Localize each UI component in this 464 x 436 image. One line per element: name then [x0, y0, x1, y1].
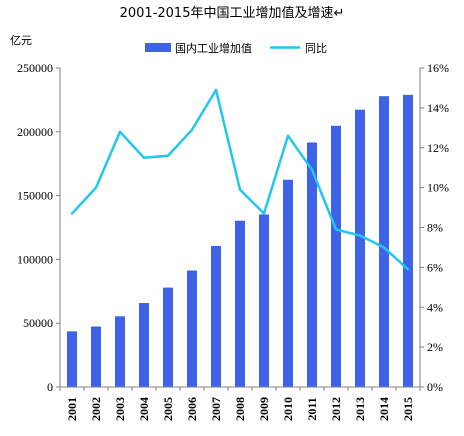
bar-2006 [187, 270, 197, 387]
right-tick-label: 14% [427, 101, 449, 115]
x-tick-label: 2001 [65, 397, 79, 421]
line-point-2014 [382, 246, 386, 249]
line-layer [70, 88, 410, 271]
left-tick-label: 150000 [17, 189, 53, 203]
right-axis-ticks: 0% 2% 4% 6% 8% 10% 12% 14% 16% [420, 61, 449, 394]
legend-line-label: 同比 [305, 42, 327, 55]
line-point-2015 [406, 268, 410, 271]
legend-bar-label: 国内工业增加值 [175, 41, 252, 55]
right-tick-label: 6% [427, 260, 443, 274]
bar-2015 [403, 94, 413, 388]
bar-2008 [235, 220, 245, 387]
x-tick-label: 2010 [281, 397, 295, 421]
line-point-2013 [358, 234, 362, 237]
line-point-2012 [334, 228, 338, 231]
x-tick-label: 2007 [209, 397, 223, 421]
right-tick-label: 4% [427, 300, 443, 314]
x-tick-label: 2005 [161, 397, 175, 421]
left-tick-label: 0 [47, 380, 53, 394]
x-tick-label: 2006 [185, 397, 199, 421]
y-left-unit-label: 亿元 [10, 34, 32, 47]
x-tick-label: 2015 [401, 397, 415, 421]
bar-2010 [283, 179, 293, 387]
bar-2005 [163, 287, 173, 387]
line-point-2008 [238, 188, 242, 191]
bars-group [67, 94, 413, 388]
line-point-2004 [142, 156, 146, 159]
right-tick-label: 2% [427, 340, 443, 354]
bar-2007 [211, 246, 221, 387]
x-tick-label: 2002 [89, 397, 103, 421]
x-tick-label: 2009 [257, 397, 271, 421]
line-point-2003 [118, 130, 122, 133]
line-point-2011 [310, 168, 314, 171]
right-tick-label: 10% [427, 181, 449, 195]
left-tick-label: 50000 [23, 316, 53, 330]
x-tick-label: 2013 [353, 397, 367, 421]
line-point-2002 [94, 186, 98, 189]
bar-2009 [259, 214, 269, 387]
chart-title: 2001-2015年中国工业增加值及增速↵ [119, 6, 345, 21]
legend: 国内工业增加值 同比 [145, 41, 327, 55]
line-point-2009 [262, 212, 266, 215]
x-tick-label: 2003 [113, 397, 127, 421]
line-point-2010 [286, 134, 290, 137]
bar-2013 [355, 109, 365, 388]
x-tick-label: 2004 [137, 397, 151, 421]
line-point-2001 [70, 212, 74, 215]
bar-2002 [91, 326, 101, 387]
bar-2012 [331, 125, 341, 388]
bar-2014 [379, 96, 389, 388]
bar-2004 [139, 303, 149, 387]
left-axis-ticks: 0 50000 100000 150000 200000 250000 [17, 61, 60, 394]
x-axis-ticks: 2001 2002 2003 2004 2005 2006 2007 2008 2009 2010… [59, 387, 421, 421]
bar-2001 [67, 331, 77, 387]
line-point-2006 [190, 128, 194, 132]
legend-bar-swatch [145, 43, 171, 52]
left-tick-label: 250000 [17, 61, 53, 75]
x-tick-label: 2012 [329, 397, 343, 421]
right-tick-label: 16% [427, 61, 449, 75]
right-tick-label: 12% [427, 141, 449, 155]
x-tick-label: 2008 [233, 397, 247, 421]
left-tick-label: 200000 [17, 125, 53, 139]
x-tick-label: 2014 [377, 397, 391, 421]
left-tick-label: 100000 [17, 252, 53, 266]
right-tick-label: 0% [427, 380, 443, 394]
bar-2003 [115, 316, 125, 387]
right-tick-label: 8% [427, 221, 443, 235]
bar-2011 [307, 142, 317, 387]
x-tick-label: 2011 [305, 397, 319, 420]
line-point-2007 [214, 88, 218, 92]
line-point-2005 [166, 154, 170, 157]
